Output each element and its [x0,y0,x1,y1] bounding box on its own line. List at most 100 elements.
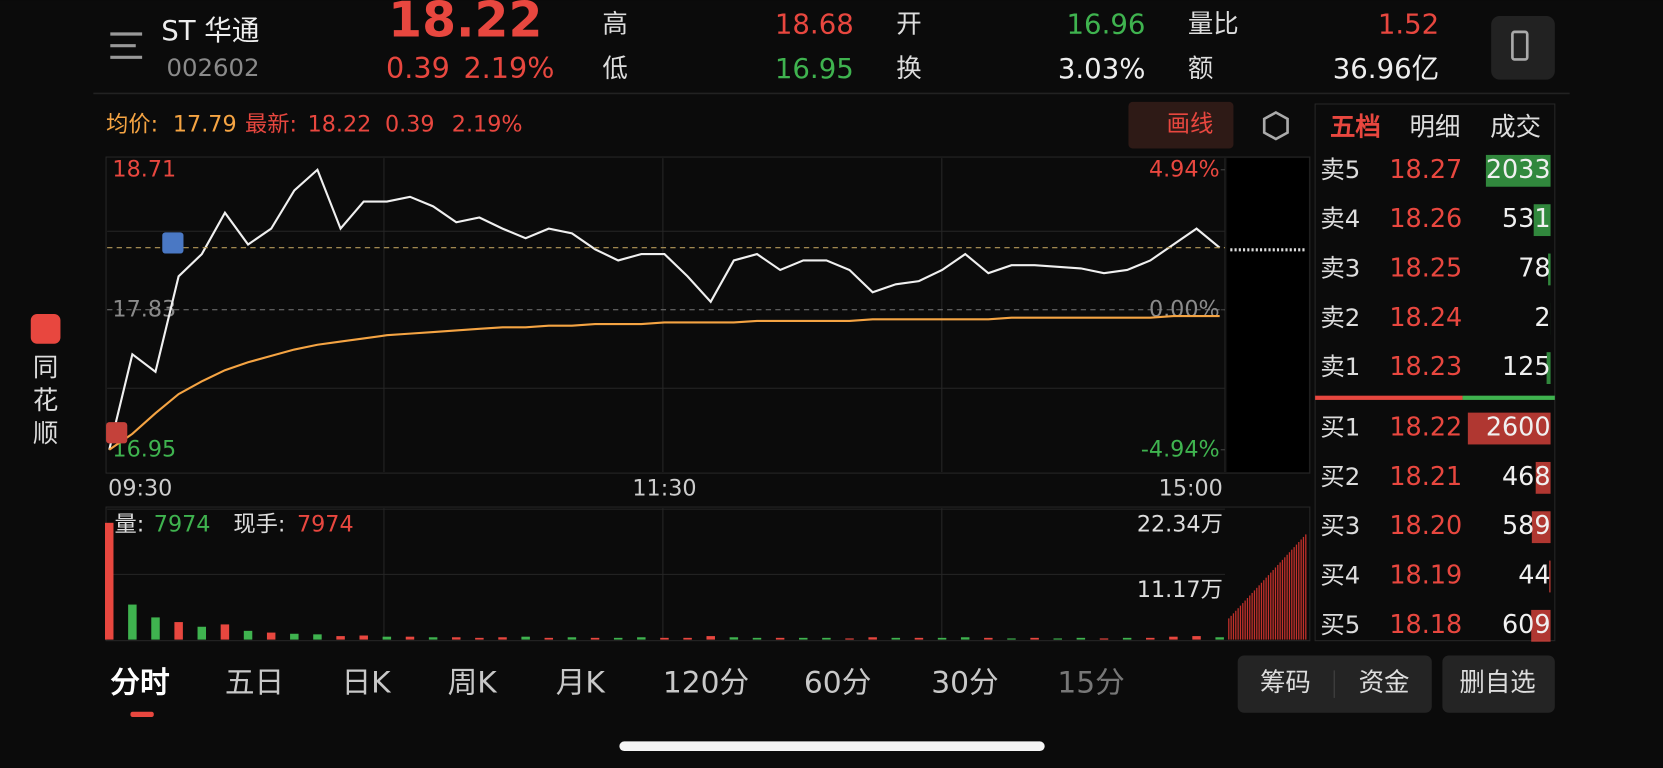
period-tab: 30分 [931,666,998,701]
stat-value: 1.52 [1378,8,1439,41]
volume-bar [868,637,877,640]
side-volume [1286,554,1288,640]
volume-bar [151,617,160,640]
volume-bar [613,637,623,640]
y2-tick-label: 0.00% [1149,296,1220,322]
y2-tick-label: -4.94% [1141,436,1220,462]
side-volume [1244,600,1246,640]
period-tab: 五日 [225,666,284,701]
button-bg[interactable] [1442,655,1555,713]
book-volume: 609 [1502,610,1551,640]
period-tab: 60分 [804,666,871,701]
volume-tick-label: 11.17万 [1137,577,1223,603]
volume-bar [1007,638,1016,640]
book-volume-bar [1533,204,1551,237]
period-tab: 分时 [110,666,170,701]
book-price: 18.20 [1389,511,1462,541]
last-change-pct: 2.19% [452,112,523,138]
volume-bar [243,630,253,640]
price-change: 0.39 [386,51,450,85]
order-book-frame [1314,103,1556,642]
volume-bar [960,637,970,640]
device-button[interactable] [1491,15,1555,80]
side-volume [1284,557,1286,640]
book-label: 卖1 [1320,352,1360,381]
side-volume [1279,562,1281,640]
side-volume [1246,598,1249,640]
stat-value: 16.95 [775,52,854,85]
volume-bar [313,634,322,640]
side-volume [1300,539,1302,640]
book-volume-bar [1467,412,1551,445]
volume-bar [914,637,924,640]
action-button: 资金 [1359,668,1410,698]
volume-tick-label: 22.34万 [1137,512,1223,538]
book-divider-green [1462,395,1555,400]
volume-bar [845,638,854,640]
book-volume: 531 [1502,204,1551,234]
book-label: 卖5 [1320,155,1360,184]
book-label: 买4 [1320,560,1360,589]
side-volume [1267,575,1270,640]
book-price: 18.23 [1389,352,1462,382]
side-volume [1256,587,1258,640]
side-volume [1249,595,1251,640]
book-volume-bar [1548,253,1551,286]
volume-bar [197,626,207,640]
volume-bar [220,624,230,640]
volume-bar [405,636,415,640]
side-volume [1258,585,1260,640]
last-label: 最新: [245,112,297,138]
book-label: 卖4 [1320,204,1360,233]
side-volume [1270,572,1272,640]
book-divider-red [1315,395,1463,400]
stat-label: 额 [1188,54,1213,84]
x-tick-label: 15:00 [1159,475,1223,501]
settings-icon[interactable] [1262,110,1289,141]
brand-logo [30,314,61,344]
book-volume: 589 [1502,511,1551,541]
side-volume [1239,605,1242,640]
tab-underline [130,711,154,718]
side-volume [1272,570,1274,640]
book-volume-bar [1535,461,1551,494]
book-price: 18.24 [1389,303,1462,333]
menu-icon[interactable] [110,32,143,59]
brand-text: 顺 [33,419,58,449]
period-tab: 120分 [663,666,749,701]
side-volume [1260,582,1263,640]
home-indicator [619,741,1045,751]
book-tab: 五档 [1330,112,1381,142]
book-volume: 468 [1502,462,1551,492]
book-volume: 2033 [1486,155,1551,185]
book-price: 18.22 [1389,413,1462,443]
volume-value: 7974 [154,512,211,538]
volume-bar [266,632,276,640]
volume-bar [336,636,345,640]
stat-label: 换 [896,54,921,84]
volume-bar [937,637,947,640]
sell-badge [162,232,184,254]
side-volume [1265,577,1267,640]
volume-bar [1030,637,1039,640]
volume-bar [1192,636,1201,640]
volume-bar [1215,637,1224,640]
period-tab: 月K [556,666,607,701]
book-label: 买3 [1320,511,1360,540]
avg-label: 均价: [106,112,158,138]
hand-value: 7974 [297,512,354,538]
hand-label: 现手: [233,512,285,538]
price-line [108,315,1220,451]
price: 18.22 [388,0,542,48]
volume-bar [1169,636,1178,640]
draw-button[interactable] [1128,101,1234,149]
side-volume [1242,603,1244,640]
stat-label: 低 [602,54,627,84]
book-volume: 44 [1518,560,1550,590]
volume-label: 量: [115,512,145,538]
volume-bar [660,637,669,640]
volume-bar [799,637,808,640]
volume-bar [984,637,993,640]
device-icon [1511,30,1529,61]
